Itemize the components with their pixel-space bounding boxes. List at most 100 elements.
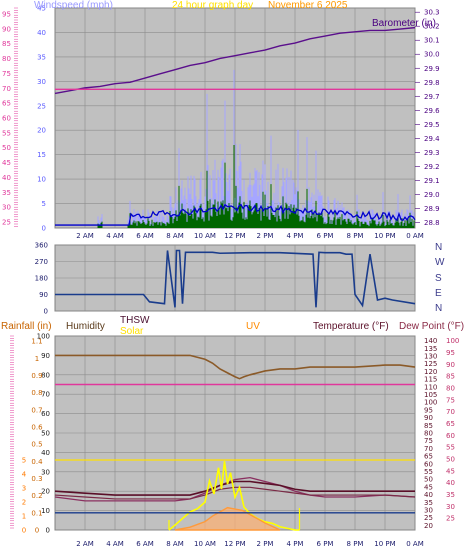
dew-tick-4: 45 xyxy=(446,467,455,475)
barometer-line xyxy=(54,26,416,95)
temp-tick-14: 90 xyxy=(424,414,433,422)
wind-gust-line xyxy=(55,203,416,226)
rain-tick-0: 0 xyxy=(35,527,39,535)
bottom-left-ruler xyxy=(0,336,10,530)
bottom-x-tick-8: 6 PM xyxy=(317,540,334,548)
outer-tick-3: 40 xyxy=(2,174,11,182)
compass-w: W xyxy=(435,257,445,268)
humidity-tick-9: 90 xyxy=(41,352,50,360)
temp-tick-1: 25 xyxy=(424,514,433,522)
graph-title: 24 hour graph day xyxy=(172,0,253,11)
dew-tick-14: 95 xyxy=(446,349,455,357)
outer-tick-5: 50 xyxy=(2,144,11,152)
bottom-x-tick-1: 4 AM xyxy=(106,540,124,548)
dew-tick-2: 35 xyxy=(446,491,455,499)
solar-line xyxy=(168,461,300,531)
baro-tick-4: 29.2 xyxy=(424,163,440,171)
humidity-tick-3: 30 xyxy=(41,468,50,476)
baro-tick-1: 28.9 xyxy=(424,205,440,213)
dew-tick-11: 80 xyxy=(446,385,455,393)
baro-tick-14: 30.2 xyxy=(424,23,440,31)
temp-tick-0: 20 xyxy=(424,522,433,530)
rain-tick-10: 1 xyxy=(35,355,39,363)
wind-tick-3: 15 xyxy=(37,151,46,159)
temperature-label: Temperature (°F) xyxy=(313,321,389,332)
temp-tick-13: 85 xyxy=(424,422,433,430)
humidity-tick-0: 0 xyxy=(46,527,50,535)
top-x-tick-5: 12 PM xyxy=(224,232,245,240)
temp-tick-20: 120 xyxy=(424,368,437,376)
wind-tick-2: 10 xyxy=(37,176,46,184)
outer-tick-2: 35 xyxy=(2,189,11,197)
dew-tick-0: 25 xyxy=(446,515,455,523)
uv-tick-0: 0 xyxy=(22,527,26,535)
temperature-line xyxy=(54,480,415,496)
wind-tick-4: 20 xyxy=(37,127,46,135)
dew-tick-15: 100 xyxy=(446,337,459,345)
humidity-label: Humidity xyxy=(66,321,105,332)
dew-tick-5: 50 xyxy=(446,456,455,464)
dewpoint-label: Dew Point (°F) xyxy=(399,321,464,332)
top-x-tick-11: 0 AM xyxy=(406,232,424,240)
temp-tick-8: 60 xyxy=(424,460,433,468)
bottom-x-tick-7: 4 PM xyxy=(287,540,304,548)
bottom-x-tick-6: 2 PM xyxy=(257,540,274,548)
top-x-tick-9: 8 PM xyxy=(347,232,364,240)
outer-tick-6: 55 xyxy=(2,129,11,137)
baro-tick-3: 29.1 xyxy=(424,177,440,185)
outer-tick-4: 45 xyxy=(2,159,11,167)
wind-tick-8: 40 xyxy=(37,29,46,37)
dir-tick-3: 270 xyxy=(35,258,48,266)
temp-tick-16: 100 xyxy=(424,399,437,407)
bottom-x-tick-4: 10 AM xyxy=(194,540,216,548)
uv-tick-1: 1 xyxy=(22,513,26,521)
bottom-x-tick-3: 8 AM xyxy=(166,540,184,548)
dew-tick-8: 65 xyxy=(446,420,455,428)
top-x-tick-8: 6 PM xyxy=(317,232,334,240)
top-x-tick-4: 10 AM xyxy=(194,232,216,240)
outer-tick-9: 70 xyxy=(2,85,11,93)
barometer-label: Barometer (in) xyxy=(372,18,436,29)
dew-tick-7: 60 xyxy=(446,432,455,440)
top-x-tick-2: 6 AM xyxy=(136,232,154,240)
baro-tick-0: 28.8 xyxy=(424,219,440,227)
humidity-tick-7: 70 xyxy=(41,391,50,399)
rain-tick-6: 0.6 xyxy=(31,423,43,431)
temp-tick-9: 65 xyxy=(424,453,433,461)
humidity-tick-1: 10 xyxy=(41,507,50,515)
dew-tick-12: 85 xyxy=(446,373,455,381)
baro-tick-9: 29.7 xyxy=(424,93,440,101)
dew-tick-9: 70 xyxy=(446,408,455,416)
bottom-x-tick-0: 2 AM xyxy=(76,540,94,548)
thsw-line xyxy=(54,476,416,502)
baro-tick-13: 30.1 xyxy=(424,37,440,45)
outer-tick-1: 30 xyxy=(2,204,11,212)
temp-tick-10: 70 xyxy=(424,445,433,453)
baro-tick-8: 29.6 xyxy=(424,107,440,115)
temp-tick-3: 35 xyxy=(424,499,433,507)
temp-tick-21: 125 xyxy=(424,360,437,368)
top-x-tick-1: 4 AM xyxy=(106,232,124,240)
compass-n-top: N xyxy=(435,242,442,253)
temp-tick-19: 115 xyxy=(424,376,437,384)
baro-tick-11: 29.9 xyxy=(424,65,440,73)
rain-tick-9: 0.9 xyxy=(31,372,42,380)
outer-tick-8: 65 xyxy=(2,100,11,108)
temp-tick-2: 30 xyxy=(424,506,433,514)
baro-tick-5: 29.3 xyxy=(424,149,440,157)
outer-tick-14: 95 xyxy=(2,10,11,18)
outer-tick-13: 90 xyxy=(2,25,11,33)
dew-tick-1: 30 xyxy=(446,503,455,511)
top-left-ruler xyxy=(0,8,14,228)
temp-tick-5: 45 xyxy=(424,483,433,491)
baro-tick-15: 30.3 xyxy=(424,9,440,17)
solar-label: Solar xyxy=(120,326,144,337)
outer-tick-10: 75 xyxy=(2,70,11,78)
humidity-line xyxy=(55,354,416,380)
compass-s: S xyxy=(435,273,442,284)
top-x-tick-3: 8 AM xyxy=(166,232,184,240)
wind-tick-5: 25 xyxy=(37,102,46,110)
humidity-tick-10: 100 xyxy=(37,333,50,341)
